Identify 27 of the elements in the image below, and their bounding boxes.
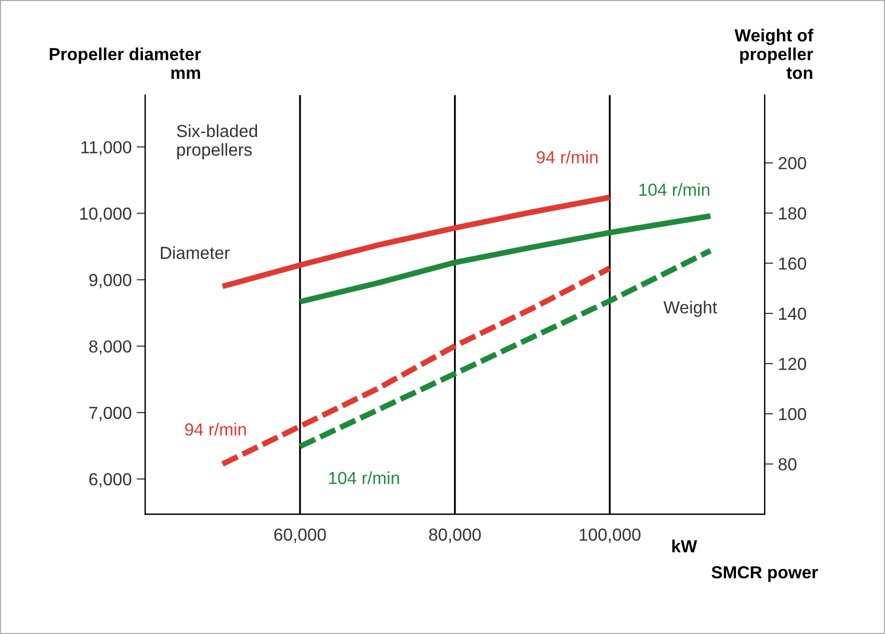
annotation: Diameter — [160, 246, 230, 260]
y-tick-label: 8,000 — [89, 340, 132, 355]
y2-tick-label: 180 — [779, 207, 806, 220]
y-tick-label: 9,000 — [89, 274, 132, 288]
annotation: Weight — [664, 300, 718, 317]
annotation: Six-bladed propellers — [176, 124, 258, 160]
y-tick-label: 6,000 — [89, 473, 132, 488]
y2-tick-label: 200 — [778, 157, 806, 170]
series-label: 104 r/min — [639, 183, 710, 196]
x-axis-title: SMCR power — [712, 566, 818, 582]
text: 104 r/min — [329, 471, 400, 484]
text: 94 r/min — [536, 150, 598, 164]
x-tick-label: 60,000 — [274, 528, 326, 543]
y2-tick-label: 120 — [779, 358, 806, 370]
y2-axis-title: Weight of propeller ton — [734, 28, 814, 79]
x-tick-label: 100,000 — [580, 528, 640, 543]
y-tick-label: 11,000 — [81, 141, 132, 156]
x-tick-label: 80,000 — [429, 528, 481, 543]
y-tick-label: 10,000 — [80, 207, 132, 222]
series-label: 94 r/min — [185, 422, 246, 436]
text: kW — [672, 540, 698, 552]
y2-tick-label: 80 — [778, 458, 796, 470]
y2-tick-label: 160 — [779, 257, 806, 270]
y2-tick-label: 140 — [779, 308, 806, 320]
y2-tick-label: 100 — [779, 408, 806, 420]
y-tick-label: 7,000 — [89, 406, 132, 422]
y-axis-title: Propeller diameter mm — [50, 48, 201, 79]
